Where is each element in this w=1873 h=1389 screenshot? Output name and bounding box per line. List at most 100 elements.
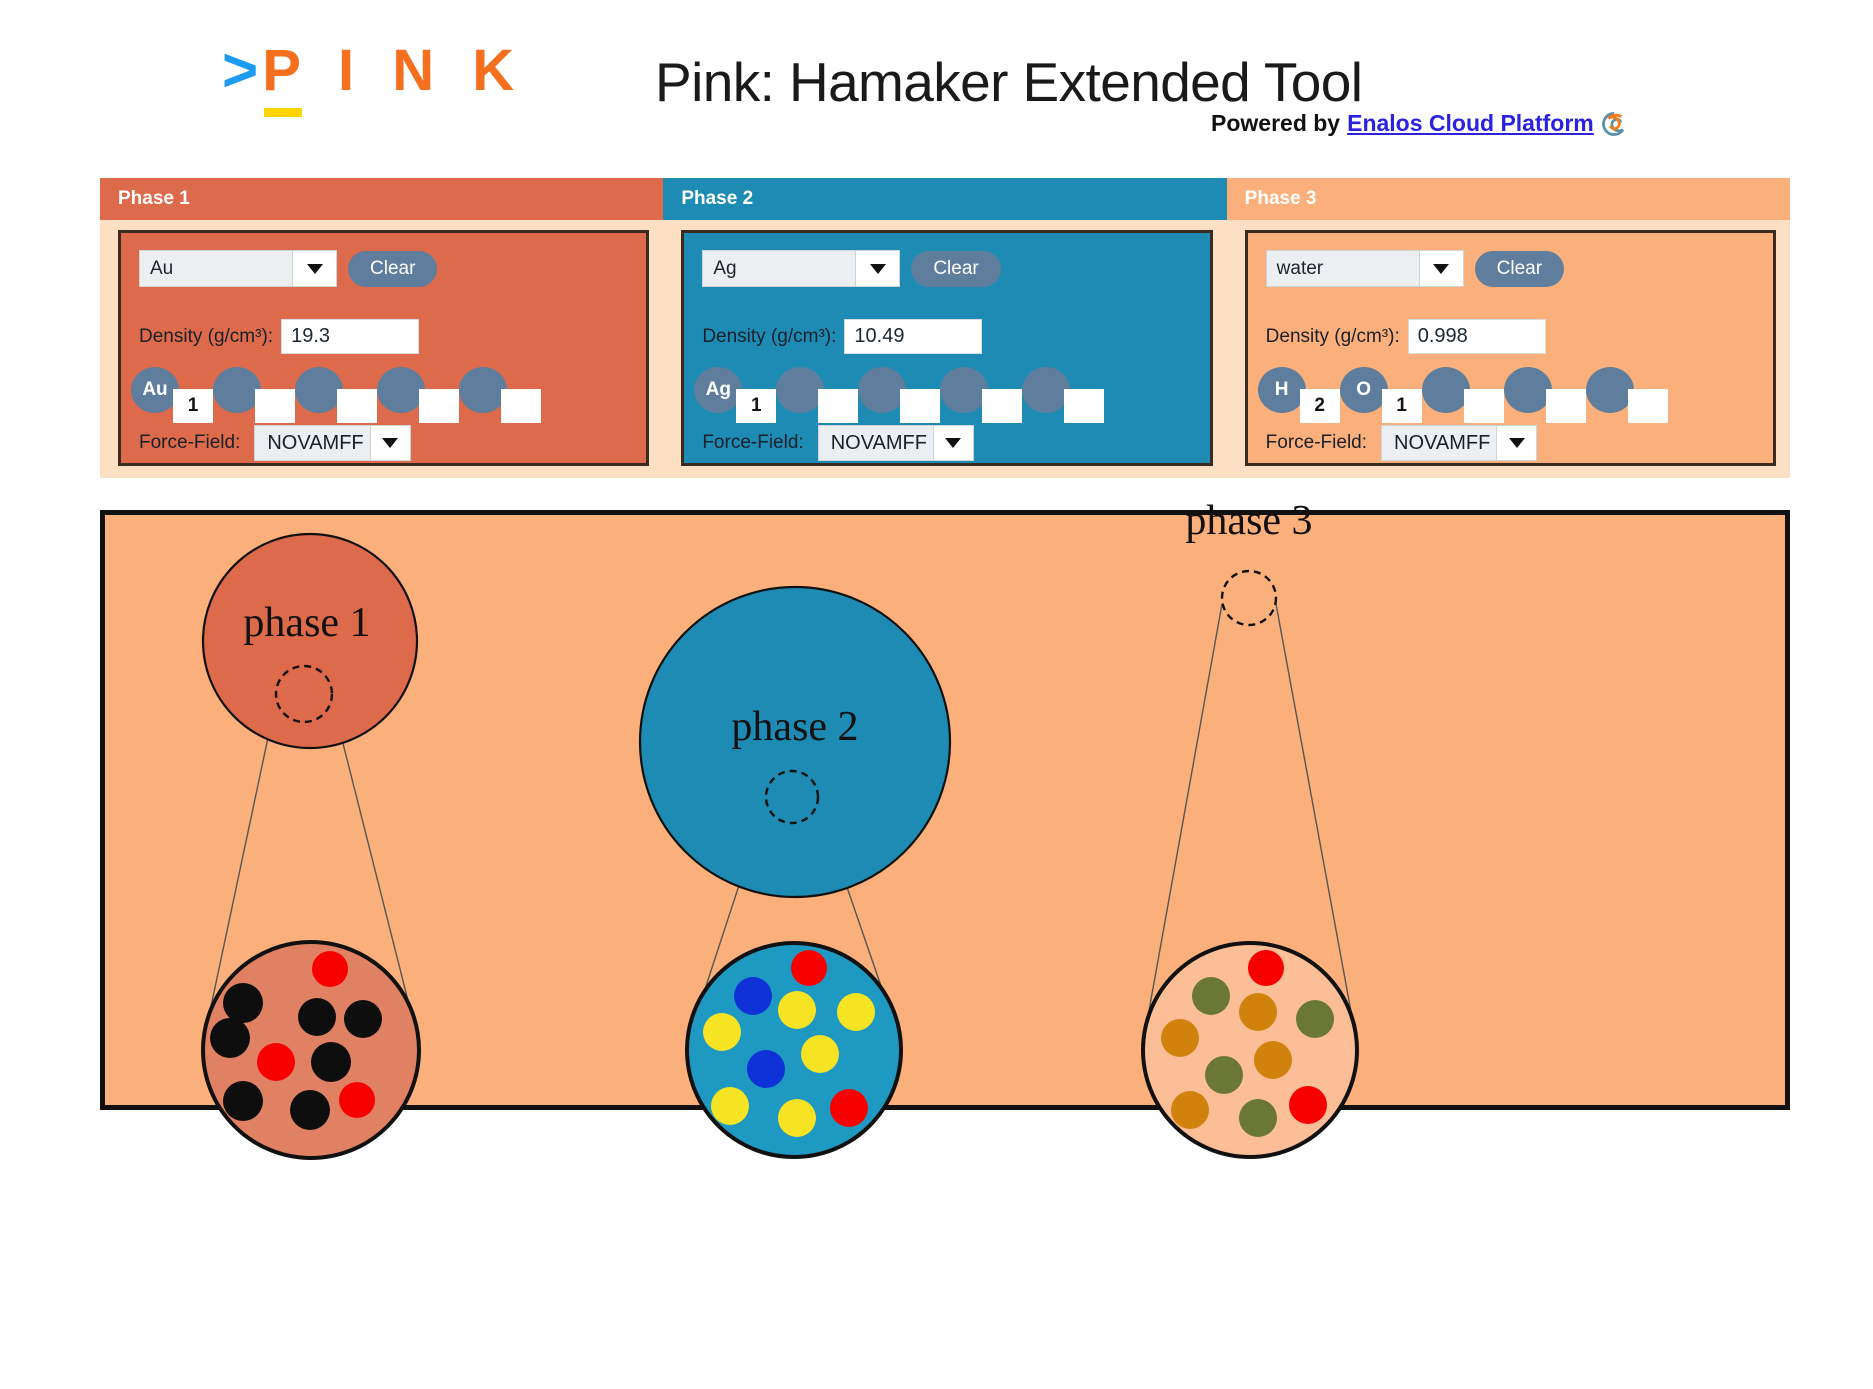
powered-by: Powered by Enalos Cloud Platform xyxy=(1211,110,1627,137)
chevron-down-icon[interactable] xyxy=(1496,426,1537,460)
phase-3-element-3[interactable] xyxy=(1503,367,1586,423)
phase-1-element-2-symbol[interactable] xyxy=(295,367,343,413)
phase-1-clear-button[interactable]: Clear xyxy=(348,250,438,287)
phase-3-forcefield-value: NOVAMFF xyxy=(1394,431,1491,454)
phase-3-density-input[interactable]: 0.998 xyxy=(1407,319,1546,354)
phase-configuration-strip: Phase 1 Au Clear Density (g/cm³): 19.3 A… xyxy=(100,178,1790,478)
phase-1-forcefield-row: Force-Field: NOVAMFF xyxy=(139,425,411,461)
app-header: > P I N K Pink: Hamaker Extended Tool Po… xyxy=(0,0,1873,150)
phase-2-panel: Phase 2 Ag Clear Density (g/cm³): 10.49 … xyxy=(663,178,1227,478)
phase-2-element-3-count[interactable] xyxy=(982,389,1023,423)
phase-3-element-4[interactable] xyxy=(1585,367,1668,423)
phase-1-element-4-symbol[interactable] xyxy=(459,367,507,413)
phase-3-element-2[interactable] xyxy=(1421,367,1504,423)
phase-3-body: water Clear Density (g/cm³): 0.998 H 2 O… xyxy=(1244,230,1776,466)
phase-3-panel: Phase 3 water Clear Density (g/cm³): 0.9… xyxy=(1226,178,1790,478)
phase-1-element-row: Au 1 xyxy=(131,367,541,423)
phase-3-element-2-count[interactable] xyxy=(1463,389,1504,423)
phase-1-element-2[interactable] xyxy=(295,367,377,423)
chevron-down-icon[interactable] xyxy=(932,426,973,460)
phase-1-element-2-count[interactable] xyxy=(337,389,377,423)
phase-3-clear-button[interactable]: Clear xyxy=(1474,250,1565,287)
phase-3-density-label: Density (g/cm³): xyxy=(1265,325,1400,347)
phase-2-element-1-count[interactable] xyxy=(818,389,859,423)
phase-3-density-row: Density (g/cm³): 0.998 xyxy=(1266,319,1546,354)
phase-2-forcefield-row: Force-Field: NOVAMFF xyxy=(702,425,974,461)
phase-3-material-value: water xyxy=(1276,257,1324,279)
enalos-swirl-icon xyxy=(1601,111,1627,137)
phase-2-clear-button[interactable]: Clear xyxy=(911,250,1001,287)
phase-2-element-1-symbol[interactable] xyxy=(776,367,825,413)
phase-2-material-select[interactable]: Ag xyxy=(702,250,901,287)
phase-2-element-1[interactable] xyxy=(776,367,859,423)
phase-2-element-4-symbol[interactable] xyxy=(1022,367,1071,413)
phase-2-forcefield-select[interactable]: NOVAMFF xyxy=(817,425,974,461)
phase-3-element-0-count[interactable]: 2 xyxy=(1299,389,1340,423)
phase-3-element-3-count[interactable] xyxy=(1545,389,1586,423)
phase-3-element-2-symbol[interactable] xyxy=(1421,367,1470,413)
chevron-down-icon[interactable] xyxy=(369,426,410,460)
phase-1-element-0[interactable]: Au 1 xyxy=(131,367,213,423)
pink-logo: > P I N K xyxy=(222,40,525,117)
phase-1-density-input[interactable]: 19.3 xyxy=(281,319,420,354)
phase-2-element-2-symbol[interactable] xyxy=(858,367,907,413)
phase-2-element-4[interactable] xyxy=(1022,367,1105,423)
phase-1-element-3-count[interactable] xyxy=(419,389,459,423)
enalos-cloud-platform-link[interactable]: Enalos Cloud Platform xyxy=(1347,110,1594,136)
logo-wordmark: P I N K xyxy=(262,42,525,117)
phase-1-forcefield-value: NOVAMFF xyxy=(267,431,364,454)
chevron-down-icon[interactable] xyxy=(1418,251,1463,286)
phase-2-element-4-count[interactable] xyxy=(1064,389,1105,423)
phase-3-element-row: H 2 O 1 xyxy=(1257,367,1668,423)
phase-1-header: Phase 1 xyxy=(100,178,664,220)
phase-3-forcefield-select[interactable]: NOVAMFF xyxy=(1381,425,1538,461)
phase-diagram-container xyxy=(100,510,1790,1110)
phase-3-element-0[interactable]: H 2 xyxy=(1257,367,1340,423)
phase-3-medium-rect xyxy=(100,510,1790,1110)
phase-1-element-0-count[interactable]: 1 xyxy=(173,389,213,423)
phase-2-element-0-symbol[interactable]: Ag xyxy=(694,367,743,413)
phase-3-element-0-symbol[interactable]: H xyxy=(1257,367,1306,413)
phase-3-element-1-count[interactable]: 1 xyxy=(1381,389,1422,423)
phase-3-material-select[interactable]: water xyxy=(1265,250,1464,287)
phase-1-forcefield-select[interactable]: NOVAMFF xyxy=(254,425,411,461)
phase-1-forcefield-label: Force-Field: xyxy=(139,432,241,453)
phase-3-element-4-symbol[interactable] xyxy=(1585,367,1634,413)
phase-1-element-1-count[interactable] xyxy=(255,389,295,423)
phase-1-element-1-symbol[interactable] xyxy=(213,367,261,413)
logo-underline-accent xyxy=(264,108,303,117)
phase-2-element-0[interactable]: Ag 1 xyxy=(694,367,777,423)
phase-2-element-3-symbol[interactable] xyxy=(940,367,989,413)
chevron-down-icon[interactable] xyxy=(855,251,900,286)
phase-1-panel: Phase 1 Au Clear Density (g/cm³): 19.3 A… xyxy=(100,178,664,478)
phase-1-element-3-symbol[interactable] xyxy=(377,367,425,413)
phase-1-element-4-count[interactable] xyxy=(501,389,541,423)
chevron-down-icon[interactable] xyxy=(292,251,336,286)
phase-3-element-1-symbol[interactable]: O xyxy=(1339,367,1388,413)
phase-2-header: Phase 2 xyxy=(663,178,1227,220)
phase-3-element-1[interactable]: O 1 xyxy=(1339,367,1422,423)
phase-3-material-row: water Clear xyxy=(1265,250,1565,287)
phase-2-density-input[interactable]: 10.49 xyxy=(844,319,983,354)
phase-2-forcefield-value: NOVAMFF xyxy=(830,431,927,454)
phase-1-element-3[interactable] xyxy=(377,367,459,423)
phase-1-element-4[interactable] xyxy=(459,367,541,423)
phase-3-element-4-count[interactable] xyxy=(1627,389,1668,423)
phase-2-body: Ag Clear Density (g/cm³): 10.49 Ag 1 xyxy=(681,230,1213,466)
phase-1-material-value: Au xyxy=(150,257,174,279)
phase-2-element-2-count[interactable] xyxy=(900,389,941,423)
phase-3-header: Phase 3 xyxy=(1226,178,1790,220)
phase-3-forcefield-label: Force-Field: xyxy=(1265,432,1368,453)
phase-2-element-row: Ag 1 xyxy=(694,367,1105,423)
phase-3-forcefield-row: Force-Field: NOVAMFF xyxy=(1266,425,1538,461)
phase-1-body: Au Clear Density (g/cm³): 19.3 Au 1 xyxy=(118,230,650,466)
phase-2-forcefield-label: Force-Field: xyxy=(702,432,804,453)
phase-2-element-0-count[interactable]: 1 xyxy=(736,389,777,423)
phase-1-element-0-symbol[interactable]: Au xyxy=(131,367,179,413)
phase-1-material-select[interactable]: Au xyxy=(139,250,337,287)
phase-1-element-1[interactable] xyxy=(213,367,295,423)
logo-wordmark-text: P I N K xyxy=(262,38,526,103)
phase-2-element-3[interactable] xyxy=(940,367,1023,423)
phase-2-element-2[interactable] xyxy=(858,367,941,423)
phase-3-element-3-symbol[interactable] xyxy=(1503,367,1552,413)
